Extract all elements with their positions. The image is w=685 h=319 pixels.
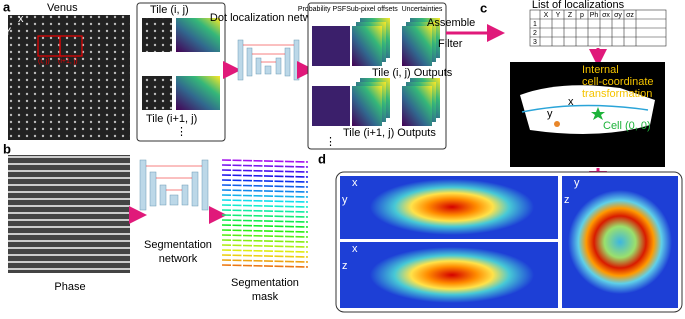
panel-letter: c: [480, 0, 487, 15]
panel-b: b Phase Segmentation network Segmentatio…: [3, 141, 309, 303]
column-header: σx: [602, 12, 610, 19]
point: [554, 121, 560, 127]
column-header: σy: [614, 12, 622, 19]
panel-letter: a: [3, 0, 11, 14]
output-header: Uncertainties: [402, 6, 443, 13]
mask-stripe: [221, 199, 309, 203]
tile-box: [59, 35, 83, 57]
tile-image: [142, 76, 172, 110]
axis-label: z: [342, 260, 348, 272]
ellipsis: ⋮: [325, 136, 336, 148]
column-header: p: [580, 12, 584, 19]
axis-label: x: [352, 243, 358, 255]
tile-label: (i+1, j): [58, 58, 78, 65]
panel-a: a Venus x Y (i, j) (i+1, j) Tile (i, j) …: [3, 0, 505, 150]
tile-title: Tile (i, j): [150, 4, 189, 16]
heatmap-blob: [370, 179, 534, 235]
output-header: Probability PSF: [298, 6, 346, 13]
output-header: Sub-pixel offsets: [346, 6, 398, 13]
network-label: Segmentation: [144, 239, 212, 251]
mask-stripe: [221, 174, 309, 178]
mask-stripe: [221, 259, 309, 263]
output-title: Tile (i+1, j) Outputs: [343, 127, 436, 139]
tile-map: [176, 76, 220, 110]
cell-shape: [520, 85, 655, 134]
tile-label: (i, j): [38, 58, 50, 65]
transform-label: Internal: [582, 64, 619, 76]
transform-label: transformation: [582, 88, 652, 100]
mask-stripe: [221, 249, 309, 253]
panel-d: d y x z x z y: [318, 151, 683, 313]
axis-label: y: [342, 194, 348, 206]
image-label: Phase: [54, 281, 85, 293]
column-header: Ph: [590, 12, 599, 19]
venus-image: [8, 15, 130, 140]
axis-label: Y: [4, 26, 12, 38]
cell-axis: [521, 104, 649, 113]
mask-stripe: [221, 239, 309, 243]
output-stacks: [312, 18, 440, 126]
mask-stripe: [221, 184, 309, 188]
column-header: Y: [556, 12, 561, 19]
mask-stripe: [221, 264, 309, 268]
mask-stripe: [221, 179, 309, 183]
segmentation-mask: [221, 159, 309, 268]
axis-label: x: [18, 13, 24, 25]
mask-stripe: [221, 219, 309, 223]
mask-stripe: [221, 189, 309, 193]
mask-stripe: [221, 234, 309, 238]
mask-stripe: [221, 194, 309, 198]
mask-stripe: [221, 254, 309, 258]
origin-label: Cell (0, 0): [603, 120, 651, 132]
mask-stripe: [221, 159, 309, 163]
mask-stripe: [221, 229, 309, 233]
axis-label: x: [568, 96, 574, 108]
axis-label: y: [547, 108, 553, 120]
image-title: Venus: [47, 2, 78, 14]
row-label: 1: [533, 21, 537, 28]
transform-label: cell-coordinate: [582, 76, 654, 88]
mask-stripe: [221, 224, 309, 228]
origin-star: [591, 107, 605, 120]
mask-stripe: [221, 204, 309, 208]
network-label: Dot localization network: [210, 12, 327, 24]
unet: [139, 159, 209, 211]
mask-stripe: [221, 169, 309, 173]
tile-image: [142, 18, 172, 52]
step-label: Filter: [438, 38, 463, 50]
ellipsis: ⋮: [176, 126, 187, 138]
heatmap-blob: [370, 247, 534, 303]
row-label: 2: [533, 30, 537, 37]
phase-image: [8, 155, 130, 273]
mask-label: mask: [252, 291, 279, 303]
panel-letter: b: [3, 141, 11, 156]
mask-label: Segmentation: [231, 277, 299, 289]
axis-label: x: [352, 177, 358, 189]
column-header: Z: [568, 12, 573, 19]
tile-title: Tile (i+1, j): [146, 113, 197, 125]
step-label: Assemble: [427, 17, 475, 29]
network-label: network: [159, 253, 198, 265]
heatmap-blob: [568, 190, 672, 294]
axis-label: z: [564, 194, 570, 206]
output-title: Tile (i, j) Outputs: [372, 67, 453, 79]
mask-stripe: [221, 244, 309, 248]
mask-stripe: [221, 214, 309, 218]
axis-label: y: [574, 177, 580, 189]
panel-letter: d: [318, 151, 326, 166]
tile-map: [176, 18, 220, 52]
unet: [237, 39, 300, 81]
column-header: X: [544, 12, 549, 19]
mask-stripe: [221, 209, 309, 213]
table-title: List of localizations: [532, 0, 625, 11]
mask-stripe: [221, 164, 309, 168]
column-header: σz: [626, 12, 634, 19]
row-label: 3: [533, 39, 537, 46]
